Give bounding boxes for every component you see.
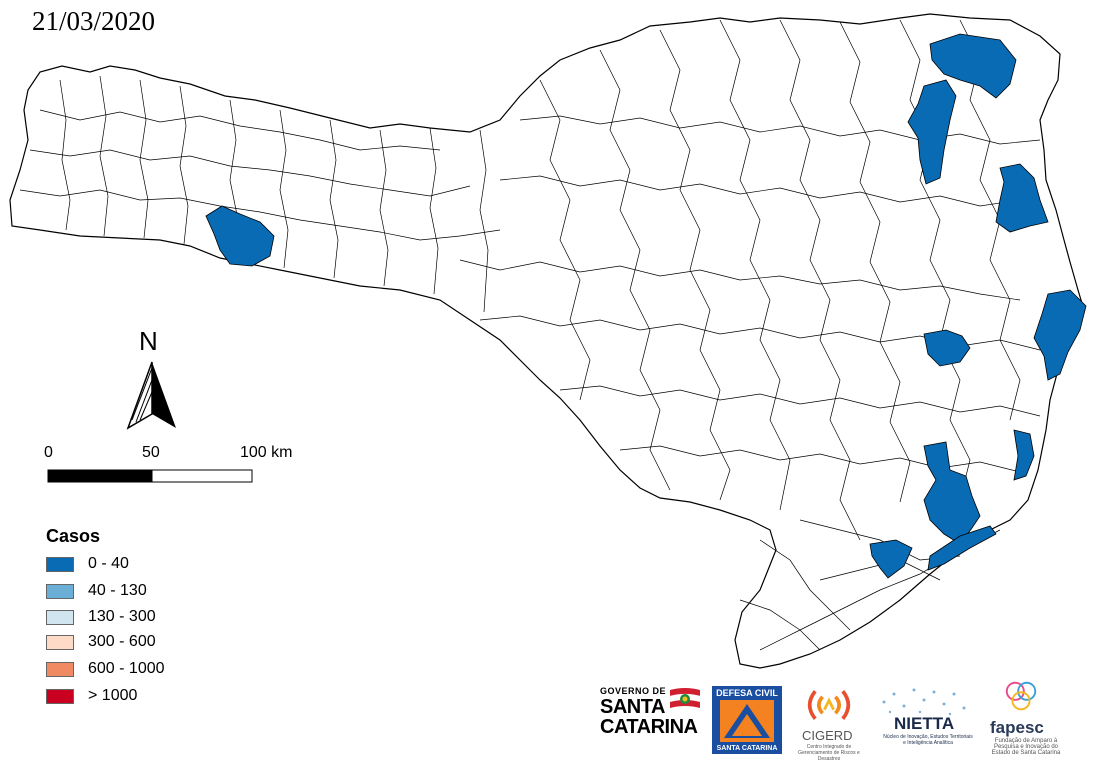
signal-icon: [807, 690, 851, 720]
legend-title: Casos: [46, 526, 101, 546]
nietta-name: NIETTA: [894, 714, 955, 733]
cigerd-name: CIGERD: [802, 728, 853, 743]
legend-item: > 1000: [46, 687, 137, 705]
municipality-south-coast: [927, 525, 997, 571]
legend-label: 130 - 300: [88, 608, 156, 625]
legend-item: 130 - 300: [46, 608, 156, 626]
state-outline: [9, 13, 1085, 669]
map-date: 21/03/2020: [32, 6, 156, 36]
municipality-jaragua-region: [907, 79, 957, 185]
municipality-blumenau-itajai-region: [995, 163, 1049, 233]
fapesc-logo: fapesc Fundação de Amparo à Pesquisa e I…: [982, 678, 1068, 762]
fapesc-name: fapesc: [990, 718, 1044, 737]
cigerd-logo: CIGERD Centro Integrado de Gerenciamento…: [794, 678, 862, 762]
scale-label-50: 50: [142, 444, 160, 461]
cigerd-subtitle: Centro Integrado de Gerenciamento de Ris…: [798, 744, 860, 762]
municipality-florianopolis-region: [1033, 289, 1087, 381]
governo-santa-catarina-logo: GOVERNO DE SANTA CATARINA: [598, 678, 708, 762]
north-label: N: [139, 326, 158, 356]
legend-item: 0 - 40: [46, 555, 129, 573]
partner-logos: GOVERNO DE SANTA CATARINA DEFESA CIVIL S…: [598, 678, 1068, 762]
legend-label: 0 - 40: [88, 555, 129, 572]
scale-bar: [47, 469, 253, 483]
legend-swatch: [46, 583, 74, 599]
fapesc-subtitle: Fundação de Amparo à Pesquisa e Inovação…: [991, 738, 1061, 756]
highlighted-municipalities: [205, 33, 1087, 579]
defesa-bottom-text: SANTA CATARINA: [716, 745, 778, 752]
legend-label: > 1000: [88, 687, 138, 704]
legend-swatch: [46, 556, 74, 572]
scale-label-0: 0: [44, 444, 53, 461]
nietta-subtitle: Núcleo de Inovação, Estudos Territoriais…: [883, 734, 973, 746]
gov-line2: CATARINA: [600, 716, 698, 738]
legend-swatch: [46, 609, 74, 625]
municipality-tubarao-area: [1013, 429, 1035, 481]
legend-swatch: [46, 688, 74, 704]
defesa-civil-icon: [720, 700, 774, 742]
sc-flag-icon: [669, 688, 701, 708]
gov-line1: SANTA: [600, 696, 665, 718]
brain-icon: [1005, 681, 1037, 711]
legend-swatch: [46, 661, 74, 677]
municipality-ararangua-area: [869, 539, 913, 579]
legend-label: 600 - 1000: [88, 660, 165, 677]
legend-swatch: [46, 634, 74, 650]
network-dots-icon: [882, 688, 966, 716]
legend-label: 40 - 130: [88, 582, 147, 599]
legend-item: 300 - 600: [46, 633, 156, 651]
defesa-top-text: DEFESA CIVIL: [716, 688, 778, 698]
legend-item: 40 - 130: [46, 582, 147, 600]
municipality-joinville-region: [929, 33, 1017, 99]
legend-label: 300 - 600: [88, 633, 156, 650]
north-arrow-icon: [126, 361, 176, 430]
municipality-lages-area: [923, 329, 971, 367]
nietta-logo: NIETTA Núcleo de Inovação, Estudos Terri…: [874, 678, 974, 762]
defesa-civil-logo: DEFESA CIVIL SANTA CATARINA: [712, 686, 782, 754]
municipality-chapeco-region: [205, 205, 275, 267]
scale-label-100: 100 km: [240, 444, 293, 461]
legend-item: 600 - 1000: [46, 660, 165, 678]
gov-small-text: GOVERNO DE: [600, 686, 667, 696]
